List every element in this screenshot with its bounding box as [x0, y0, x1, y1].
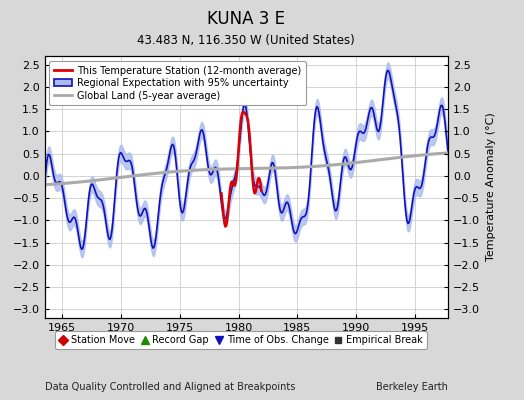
Legend: Station Move, Record Gap, Time of Obs. Change, Empirical Break: Station Move, Record Gap, Time of Obs. C…: [56, 331, 427, 349]
Text: Data Quality Controlled and Aligned at Breakpoints: Data Quality Controlled and Aligned at B…: [45, 382, 295, 392]
Y-axis label: Temperature Anomaly (°C): Temperature Anomaly (°C): [486, 113, 496, 261]
Text: Berkeley Earth: Berkeley Earth: [376, 382, 448, 392]
Legend: This Temperature Station (12-month average), Regional Expectation with 95% uncer: This Temperature Station (12-month avera…: [49, 61, 305, 106]
Text: 43.483 N, 116.350 W (United States): 43.483 N, 116.350 W (United States): [137, 34, 355, 47]
Text: KUNA 3 E: KUNA 3 E: [208, 10, 285, 28]
